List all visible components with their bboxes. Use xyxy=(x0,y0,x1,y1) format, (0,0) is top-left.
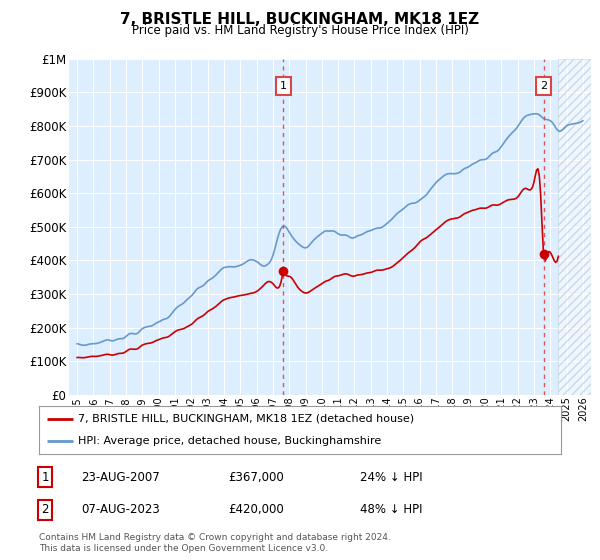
Text: 2: 2 xyxy=(540,81,547,91)
Text: £367,000: £367,000 xyxy=(228,470,284,484)
Text: 7, BRISTLE HILL, BUCKINGHAM, MK18 1EZ: 7, BRISTLE HILL, BUCKINGHAM, MK18 1EZ xyxy=(121,12,479,27)
Text: 1: 1 xyxy=(280,81,287,91)
Text: Contains HM Land Registry data © Crown copyright and database right 2024.
This d: Contains HM Land Registry data © Crown c… xyxy=(39,533,391,553)
Text: 48% ↓ HPI: 48% ↓ HPI xyxy=(360,503,422,516)
Text: £420,000: £420,000 xyxy=(228,503,284,516)
Text: 23-AUG-2007: 23-AUG-2007 xyxy=(81,470,160,484)
Text: 7, BRISTLE HILL, BUCKINGHAM, MK18 1EZ (detached house): 7, BRISTLE HILL, BUCKINGHAM, MK18 1EZ (d… xyxy=(78,414,414,424)
Text: Price paid vs. HM Land Registry's House Price Index (HPI): Price paid vs. HM Land Registry's House … xyxy=(131,24,469,37)
Text: HPI: Average price, detached house, Buckinghamshire: HPI: Average price, detached house, Buck… xyxy=(78,436,382,446)
Bar xyxy=(559,59,591,395)
Text: 07-AUG-2023: 07-AUG-2023 xyxy=(81,503,160,516)
Text: 2: 2 xyxy=(41,503,49,516)
Text: 24% ↓ HPI: 24% ↓ HPI xyxy=(360,470,422,484)
Text: 1: 1 xyxy=(41,470,49,484)
